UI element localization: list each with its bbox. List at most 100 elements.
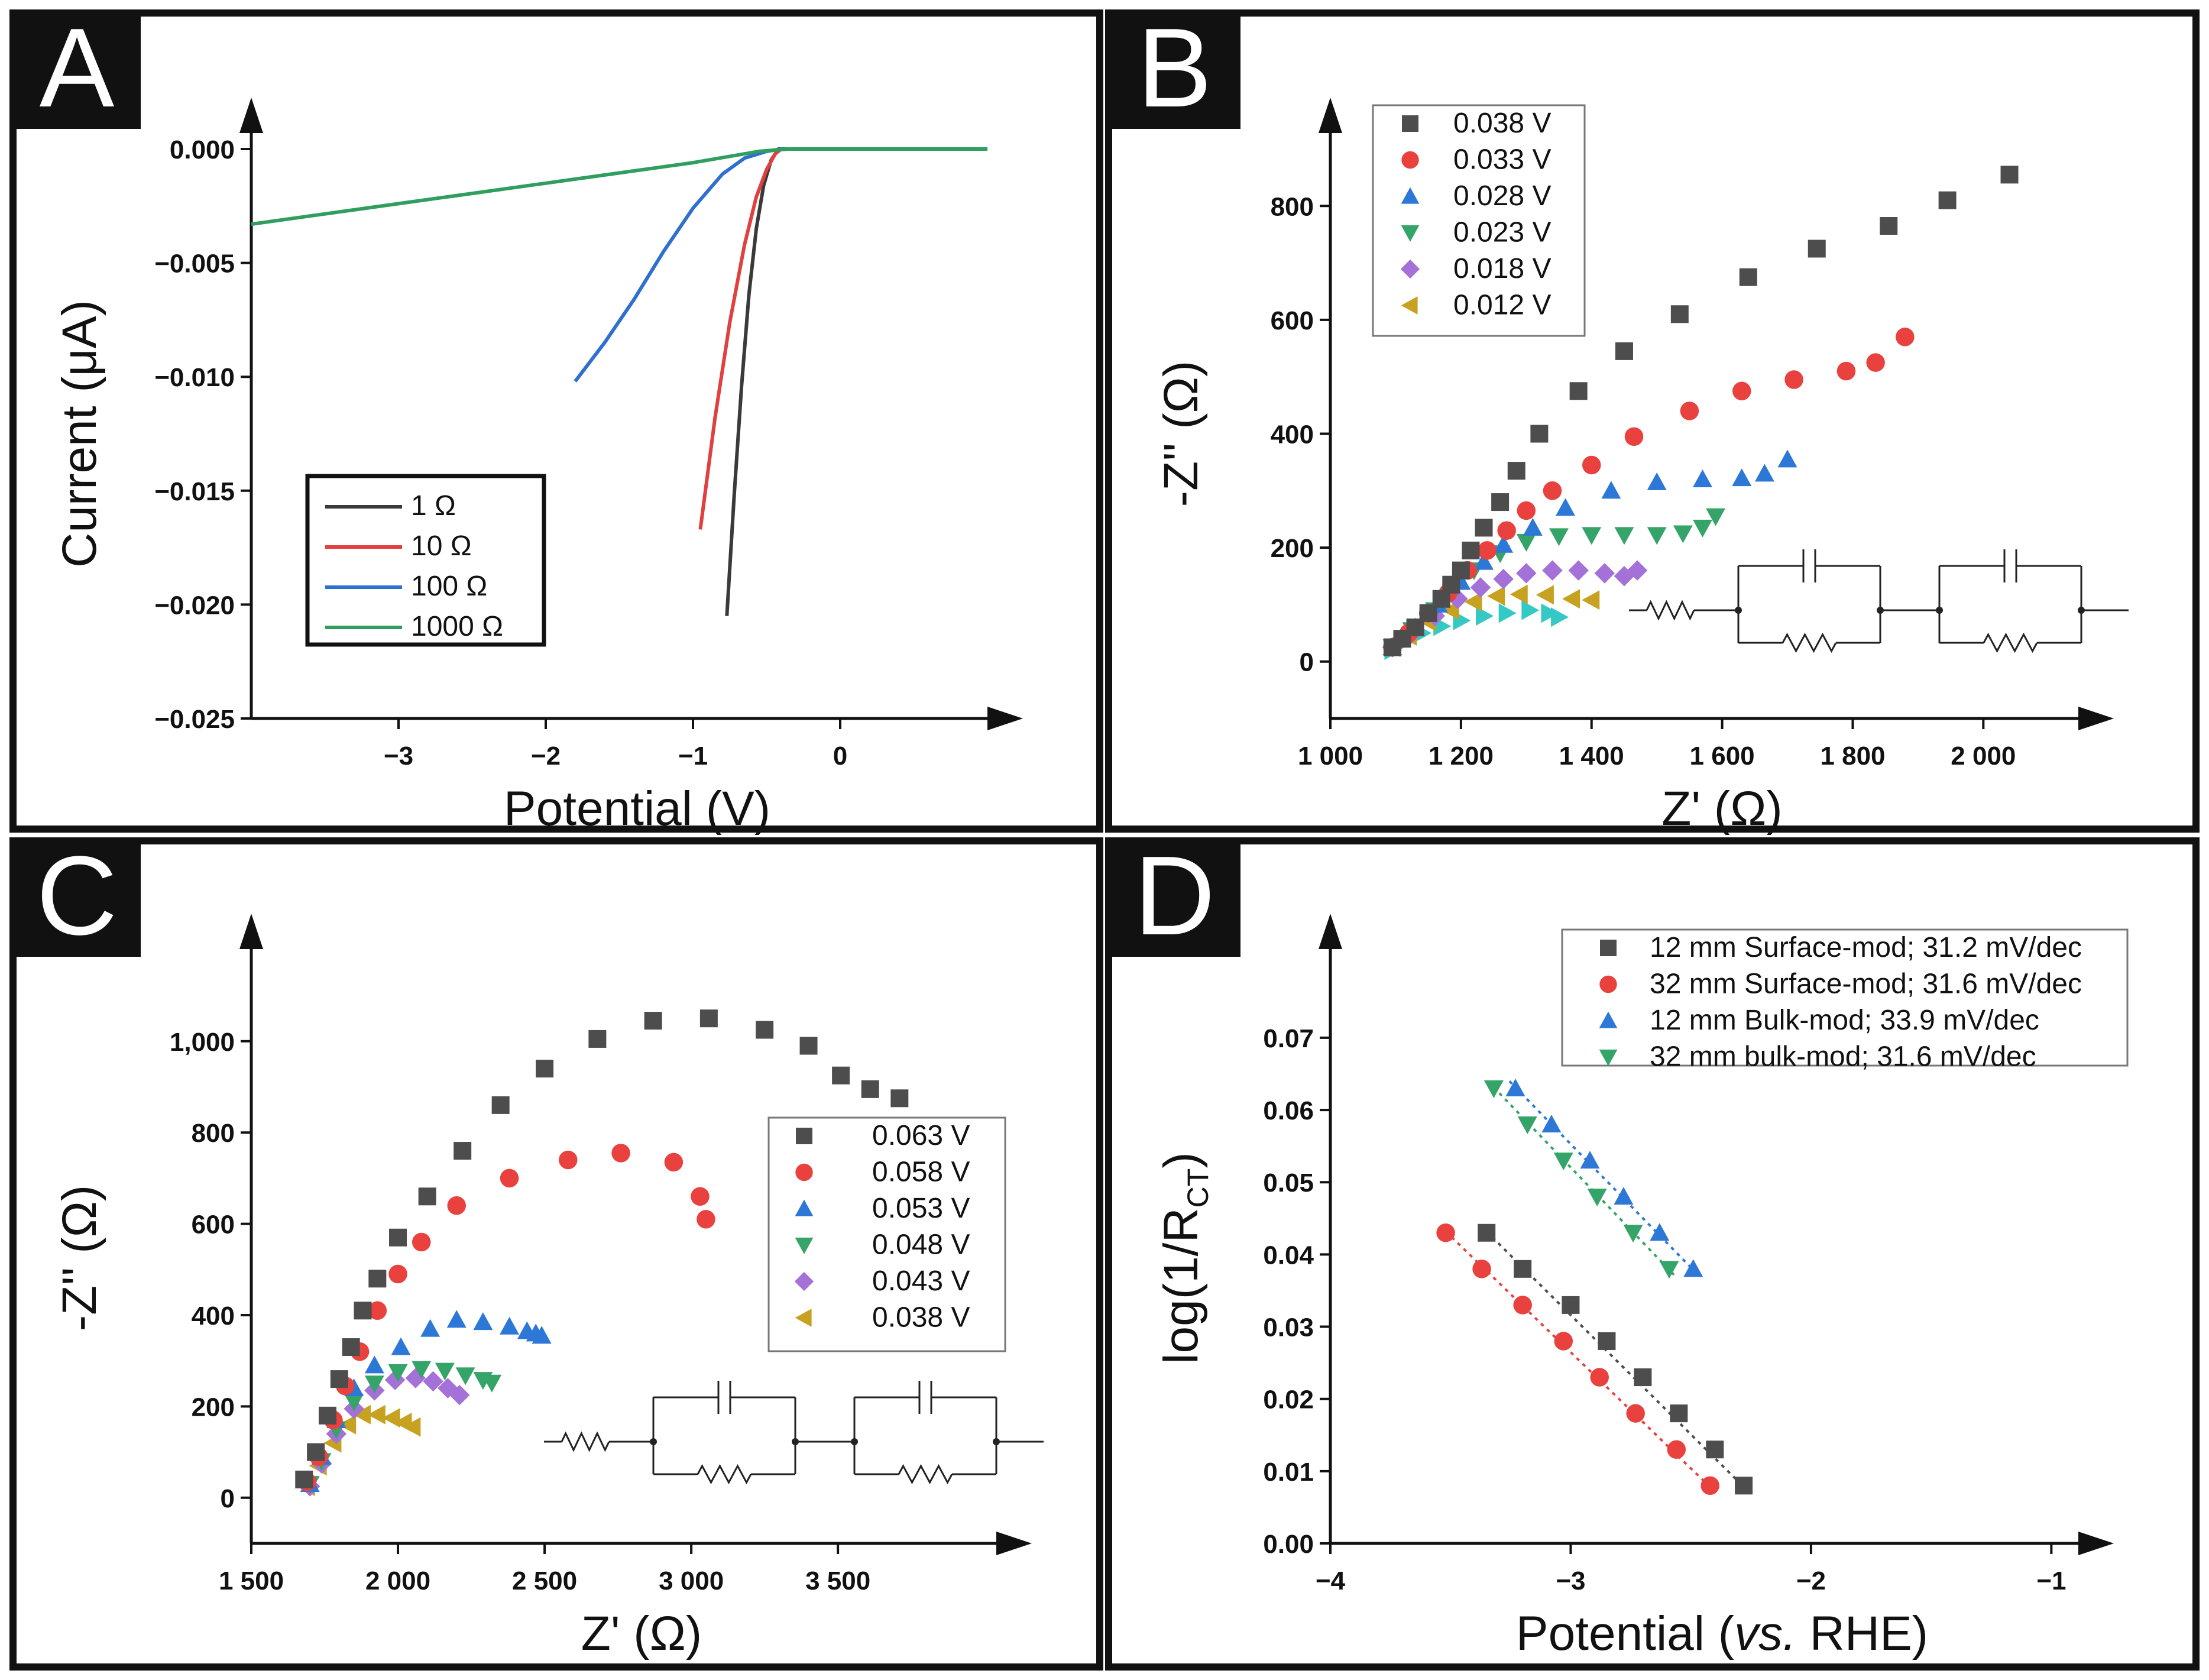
data-point bbox=[1615, 342, 1633, 360]
data-point bbox=[1562, 589, 1580, 609]
legend-label: 32 mm bulk-mod; 31.6 mV/dec bbox=[1650, 1041, 2036, 1073]
data-point bbox=[1580, 1151, 1600, 1169]
x-axis-title: Potential (vs. RHE) bbox=[1516, 1607, 1928, 1660]
data-point bbox=[691, 1187, 710, 1206]
data-point bbox=[420, 1319, 440, 1337]
y-tick-label: 1,000 bbox=[170, 1028, 235, 1057]
data-point bbox=[1692, 470, 1712, 488]
legend-label: 0.053 V bbox=[872, 1193, 970, 1224]
data-point bbox=[611, 1144, 630, 1163]
x-axis-title-part: vs. bbox=[1734, 1607, 1796, 1660]
series-4 bbox=[1484, 1080, 1679, 1279]
data-point bbox=[1476, 606, 1494, 626]
legend-swatch bbox=[794, 1271, 814, 1291]
legend-swatch bbox=[1400, 259, 1420, 279]
y-tick-label: 0.05 bbox=[1263, 1168, 1314, 1197]
data-point bbox=[1505, 1078, 1525, 1096]
legend-swatch bbox=[1401, 187, 1420, 204]
legend-swatch bbox=[795, 1237, 814, 1254]
data-point bbox=[1493, 568, 1514, 590]
series-3 bbox=[1505, 1078, 1703, 1277]
data-point bbox=[697, 1210, 715, 1229]
data-point bbox=[861, 1080, 879, 1098]
y-tick-label: −0.005 bbox=[154, 250, 235, 279]
legend-swatch bbox=[1401, 225, 1420, 242]
data-point bbox=[832, 1066, 850, 1085]
y-tick-label: 800 bbox=[192, 1119, 235, 1148]
fit-line-2 bbox=[1439, 1225, 1717, 1494]
y-tick-label: 0.03 bbox=[1263, 1313, 1314, 1342]
legend-label: 1 Ω bbox=[411, 490, 456, 522]
data-point bbox=[1541, 603, 1559, 623]
data-point bbox=[1452, 561, 1470, 580]
legend: 0.063 V 0.058 V 0.053 V 0.048 V 0.043 V 0.038… bbox=[767, 1116, 1006, 1352]
data-point bbox=[1647, 472, 1667, 490]
legend-label: 10 Ω bbox=[411, 530, 472, 562]
x-axis-arrow bbox=[996, 1532, 1032, 1555]
data-point bbox=[1706, 1441, 1724, 1459]
data-point bbox=[1568, 560, 1589, 581]
y-tick-label: 400 bbox=[192, 1302, 235, 1331]
axes: 1 500 2 000 2 500 3 000 3 500 0 200 400 600 800 1,… bbox=[170, 914, 1032, 1595]
x-tick-label: 1 600 bbox=[1690, 742, 1755, 771]
y-axis-title: Current (μA) bbox=[53, 300, 106, 568]
data-point bbox=[368, 1301, 387, 1320]
data-point bbox=[1777, 449, 1797, 468]
fit-line-4 bbox=[1486, 1080, 1676, 1277]
legend-label: 0.063 V bbox=[872, 1120, 970, 1151]
data-point bbox=[1498, 603, 1517, 623]
data-point bbox=[1582, 590, 1600, 610]
data-point bbox=[403, 1417, 421, 1437]
data-point bbox=[1487, 586, 1505, 606]
data-point bbox=[1514, 1260, 1532, 1278]
data-point bbox=[418, 1187, 436, 1206]
x-tick-label: 3 000 bbox=[659, 1566, 724, 1595]
x-axis-arrow bbox=[2078, 1532, 2114, 1555]
legend-label: 0.012 V bbox=[1453, 290, 1551, 321]
data-point bbox=[1739, 268, 1757, 286]
data-point bbox=[532, 1326, 552, 1344]
data-point bbox=[1554, 1332, 1573, 1351]
plot-area bbox=[1436, 1078, 1753, 1496]
legend-swatch bbox=[795, 1199, 814, 1216]
data-point bbox=[1614, 1187, 1634, 1205]
series-1 bbox=[1383, 166, 2019, 656]
data-point bbox=[1701, 1476, 1719, 1496]
resistor-symbol bbox=[561, 1431, 610, 1452]
x-tick-label: −4 bbox=[1316, 1566, 1346, 1595]
data-point bbox=[1673, 525, 1693, 543]
x-tick-label: −3 bbox=[384, 742, 413, 771]
data-point bbox=[1587, 1189, 1607, 1207]
plot-area bbox=[1382, 166, 2019, 660]
data-point bbox=[1530, 425, 1549, 443]
data-point bbox=[342, 1338, 360, 1357]
x-tick-label: −2 bbox=[1796, 1566, 1826, 1595]
data-point bbox=[1551, 607, 1569, 627]
data-point bbox=[330, 1370, 348, 1388]
panel-a: −3 −2 −1 0 0.000 −0.005 −0.010 −0.015 −0.020 −0.0… bbox=[9, 5, 1103, 836]
legend-label: 0.058 V bbox=[872, 1157, 970, 1188]
x-tick-label: 3 500 bbox=[805, 1566, 870, 1595]
x-tick-label: 1 800 bbox=[1820, 742, 1885, 771]
data-point bbox=[1683, 1259, 1703, 1277]
data-point bbox=[1543, 481, 1562, 500]
fit-line-3 bbox=[1508, 1080, 1701, 1277]
data-point bbox=[1614, 527, 1634, 545]
data-point bbox=[1475, 519, 1493, 537]
resistor-symbol bbox=[697, 1464, 752, 1485]
data-point bbox=[1494, 535, 1514, 553]
data-point bbox=[307, 1443, 325, 1461]
data-point bbox=[364, 1355, 384, 1374]
data-point bbox=[1732, 468, 1752, 487]
legend-label: 0.033 V bbox=[1453, 144, 1551, 176]
y-tick-label: 0.02 bbox=[1263, 1386, 1314, 1414]
data-point bbox=[389, 1228, 407, 1247]
data-point bbox=[1601, 481, 1621, 499]
data-point bbox=[1647, 527, 1667, 545]
data-point bbox=[449, 1384, 470, 1406]
data-point bbox=[1497, 521, 1516, 540]
legend-swatch bbox=[1402, 115, 1418, 132]
legend-label: 0.043 V bbox=[872, 1265, 970, 1297]
data-point bbox=[1549, 528, 1569, 546]
